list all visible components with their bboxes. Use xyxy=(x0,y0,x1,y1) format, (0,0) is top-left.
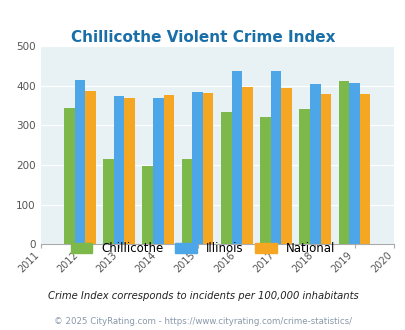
Bar xyxy=(348,83,359,244)
Bar xyxy=(142,166,153,244)
Text: © 2025 CityRating.com - https://www.cityrating.com/crime-statistics/: © 2025 CityRating.com - https://www.city… xyxy=(54,317,351,326)
Bar xyxy=(220,112,231,244)
Legend: Chillicothe, Illinois, National: Chillicothe, Illinois, National xyxy=(66,237,339,260)
Bar xyxy=(153,98,163,244)
Bar xyxy=(260,117,270,244)
Bar xyxy=(113,96,124,244)
Bar xyxy=(241,87,252,244)
Bar xyxy=(64,108,75,244)
Bar xyxy=(124,98,134,244)
Text: Chillicothe Violent Crime Index: Chillicothe Violent Crime Index xyxy=(70,30,335,45)
Bar xyxy=(181,159,192,244)
Bar xyxy=(359,94,369,244)
Bar xyxy=(163,95,174,244)
Bar xyxy=(75,80,85,244)
Bar xyxy=(231,71,241,244)
Bar xyxy=(320,94,330,244)
Bar xyxy=(281,88,291,244)
Bar xyxy=(338,82,348,244)
Bar xyxy=(103,159,113,244)
Bar xyxy=(192,92,202,244)
Text: Crime Index corresponds to incidents per 100,000 inhabitants: Crime Index corresponds to incidents per… xyxy=(47,291,358,301)
Bar xyxy=(299,109,309,244)
Bar xyxy=(309,84,320,244)
Bar xyxy=(270,71,281,244)
Bar xyxy=(202,92,213,244)
Bar xyxy=(85,91,96,244)
